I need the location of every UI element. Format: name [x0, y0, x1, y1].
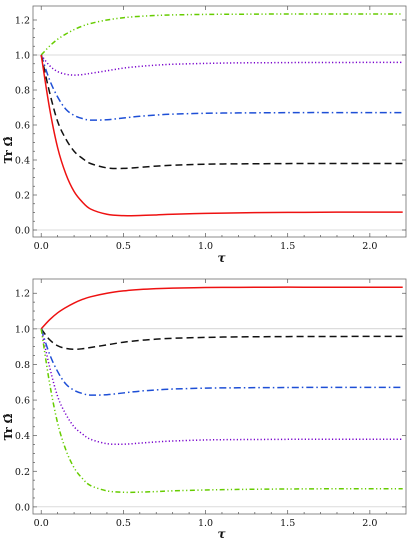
y-tick-label: 0.0 — [15, 226, 30, 237]
y-tick-label: 0.6 — [15, 396, 30, 407]
series-line-dashed — [40, 328, 403, 351]
series-line-solid — [40, 286, 403, 330]
bottom-chart: 0.0 0.5 1.0 1.5 2.0 0.0 0.2 0.4 0.6 0.8 1.0 1.2 Tr Ω… — [2, 278, 407, 541]
y-tick-label: 0.8 — [15, 360, 30, 371]
x-tick-label: 2.0 — [362, 241, 377, 252]
x-axis-label: τ — [217, 251, 226, 265]
y-tick-label: 1.0 — [15, 51, 30, 62]
x-tick-label: 0.0 — [34, 518, 49, 529]
y-tick-label: 0.8 — [15, 86, 30, 97]
x-tick-label: 1.0 — [198, 241, 213, 252]
y-tick-label: 1.0 — [15, 324, 30, 335]
y-axis-label: Tr Ω̂ — [2, 413, 15, 440]
series-line-dash-dot — [40, 54, 403, 121]
x-tick-label: 0.5 — [116, 518, 131, 529]
x-tick-label: 1.0 — [198, 518, 213, 529]
y-tick-label: 0.4 — [15, 431, 30, 442]
x-axis-label: τ — [217, 527, 226, 541]
series-line-dash-dot — [40, 328, 403, 396]
series-line-dotted — [40, 54, 403, 76]
series-line-solid — [40, 54, 403, 217]
y-tick-label: 0.0 — [15, 502, 30, 513]
y-tick-label: 1.2 — [15, 289, 30, 300]
x-tick-label: 1.5 — [280, 241, 295, 252]
y-tick-label: 0.4 — [15, 156, 30, 167]
y-tick-label: 0.2 — [15, 191, 30, 202]
plot-frame — [32, 278, 407, 515]
y-tick-label: 0.6 — [15, 121, 30, 132]
series-line-dash-dot-dot — [40, 328, 403, 494]
series-line-dotted — [40, 328, 403, 446]
y-axis-label: Tr Ω̂ — [2, 136, 15, 163]
x-tick-label: 0.5 — [116, 241, 131, 252]
x-tick-label: 2.0 — [362, 518, 377, 529]
top-chart: 0.0 0.5 1.0 1.5 2.0 0.0 0.2 0.4 0.6 0.8 1.0 1.2 Tr Ω… — [2, 5, 407, 265]
y-tick-label: 1.2 — [15, 16, 30, 27]
series-line-dash-dot-dot — [40, 13, 403, 56]
plot-frame — [32, 5, 407, 238]
y-tick-label: 0.2 — [15, 467, 30, 478]
x-tick-label: 0.0 — [34, 241, 49, 252]
x-tick-label: 1.5 — [280, 518, 295, 529]
